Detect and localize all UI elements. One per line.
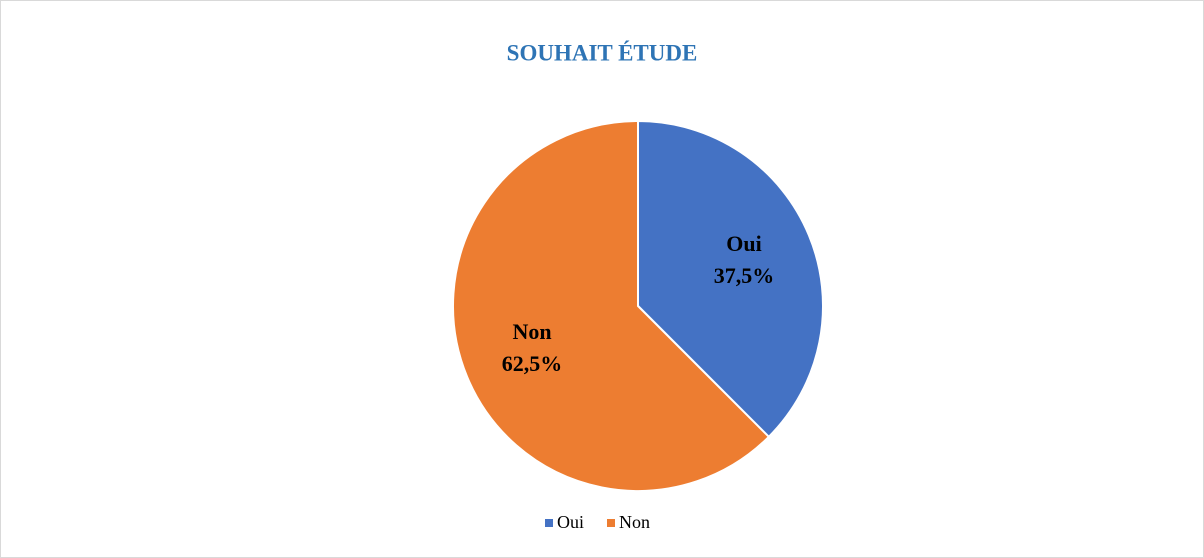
data-label-category: Oui [726, 231, 761, 256]
data-label-value: 37,5% [714, 263, 775, 288]
data-label-category: Non [512, 319, 551, 344]
pie-slice [452, 119, 771, 492]
pie-slice [637, 119, 825, 439]
data-label-value: 62,5% [502, 351, 563, 376]
legend-swatch [607, 519, 615, 527]
legend-label: Non [619, 512, 650, 532]
legend-label: Oui [557, 512, 584, 532]
legend-swatch [545, 519, 553, 527]
chart-title: SOUHAIT ÉTUDE [507, 40, 698, 65]
